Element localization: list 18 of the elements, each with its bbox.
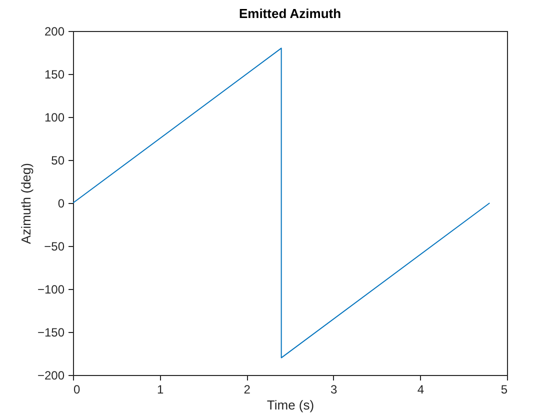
y-axis-title: Azimuth (deg) (18, 163, 34, 244)
y-tick-label: 0 (58, 196, 65, 210)
y-tick-label: −50 (44, 240, 65, 254)
x-tick-label: 1 (156, 382, 164, 396)
x-tick-label: 2 (244, 382, 251, 396)
y-tick-label: −150 (37, 326, 65, 340)
x-tick-label: 5 (500, 382, 508, 396)
chart-title: Emitted Azimuth (238, 6, 342, 21)
y-tick-label: 150 (44, 68, 65, 82)
y-tick-label: 50 (51, 154, 65, 168)
y-tick-label: −200 (37, 368, 65, 382)
x-tick-label: 3 (330, 382, 338, 396)
y-tick-label: −100 (37, 282, 65, 296)
x-tick-label: 4 (417, 382, 424, 396)
y-tick-label: 200 (44, 24, 65, 38)
y-tick-label: 100 (44, 110, 65, 124)
x-tick-label: 0 (74, 382, 80, 396)
x-axis-title: Time (s) (266, 398, 314, 412)
